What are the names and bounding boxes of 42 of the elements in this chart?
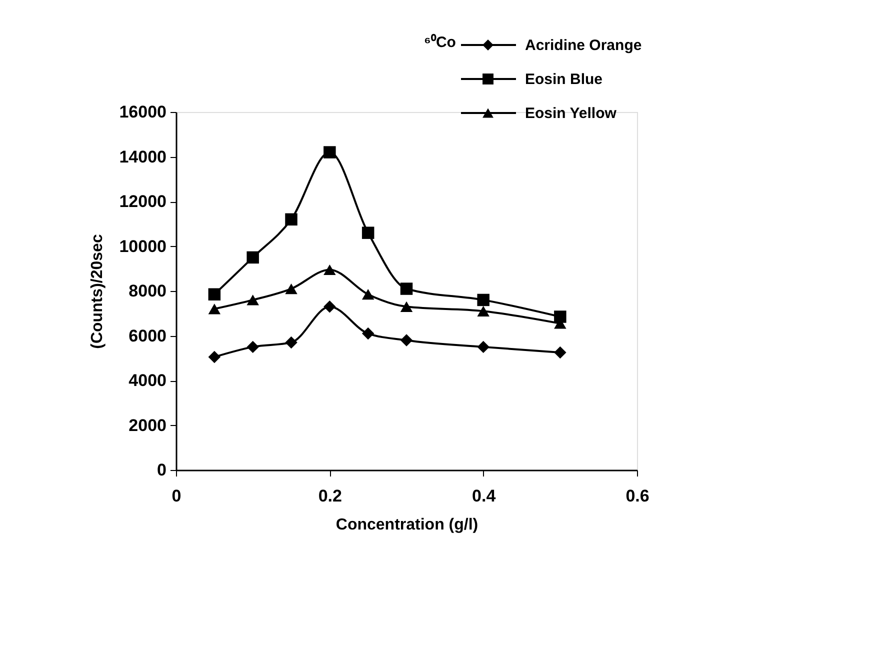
y-tick-label: 10000 — [119, 236, 166, 256]
point — [285, 213, 298, 226]
x-axis-title: Concentration (g/l) — [336, 516, 478, 534]
y-tick-label: 16000 — [119, 102, 166, 122]
point — [554, 346, 566, 359]
point — [285, 336, 298, 349]
point — [400, 282, 413, 295]
point — [362, 327, 374, 340]
x-tick-label: 0.2 — [318, 486, 342, 506]
point — [246, 340, 259, 354]
legend-label: Acridine Orange — [525, 37, 642, 54]
legend-label: Eosin Yellow — [525, 105, 617, 122]
y-tick-label: 4000 — [128, 371, 166, 390]
y-tick-label: 14000 — [119, 147, 166, 166]
chart-title: ⁶⁰Co — [424, 33, 456, 51]
point — [554, 310, 566, 323]
x-tick-label: 0 — [172, 486, 182, 506]
point — [324, 300, 336, 313]
y-axis-title: (Counts)/20sec — [89, 234, 106, 349]
point — [477, 294, 490, 306]
point — [400, 334, 413, 346]
point — [208, 304, 221, 314]
point — [324, 146, 336, 158]
y-tick-label: 6000 — [128, 326, 166, 346]
point — [362, 226, 374, 239]
x-tick-label: 0.6 — [626, 486, 650, 506]
point — [246, 251, 259, 264]
legend-label: Eosin Blue — [525, 71, 603, 88]
y-tick-label: 0 — [157, 460, 166, 480]
y-tick-label: 2000 — [128, 416, 166, 435]
point — [208, 288, 221, 300]
point — [246, 294, 259, 306]
point — [477, 340, 490, 354]
point — [477, 306, 490, 316]
point — [285, 283, 298, 294]
point — [400, 301, 413, 312]
y-tick-label: 8000 — [128, 282, 166, 300]
point — [208, 350, 221, 364]
point — [362, 289, 374, 300]
point — [324, 264, 336, 276]
y-tick-label: 12000 — [119, 192, 166, 211]
x-tick-label: 0.4 — [472, 486, 496, 506]
